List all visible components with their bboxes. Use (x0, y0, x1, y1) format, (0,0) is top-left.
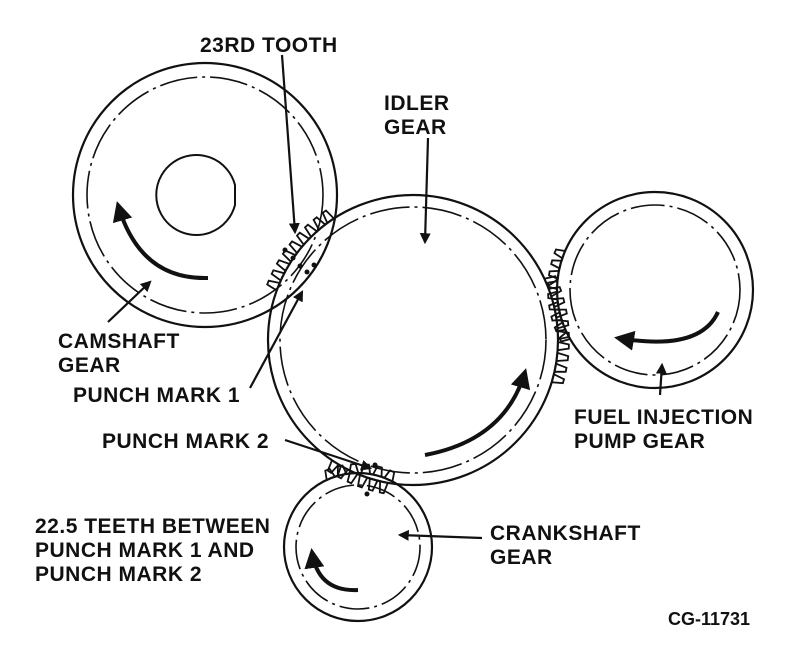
camshaft-leader (107, 280, 152, 323)
leader-arrows (107, 54, 667, 541)
punch-mark-dot (364, 491, 370, 497)
idler-leader (419, 137, 431, 245)
label-line: PUNCH MARK 2 (35, 563, 203, 586)
punch-mark-dot (282, 247, 288, 253)
crankshaft-leader (397, 529, 483, 541)
punch-mark-dot (297, 263, 303, 269)
punch-mark-1-leader (249, 290, 304, 389)
camshaft-rotation-arrow (112, 201, 209, 281)
punch-mark-2-label: PUNCH MARK 2 (102, 430, 269, 454)
gear-tooth-profile (547, 248, 571, 343)
pump-leader (655, 362, 667, 396)
crankshaft-rotation-arrow (304, 548, 359, 593)
label-line: 23RD TOOTH (200, 34, 338, 57)
crankshaft-gear-label: CRANKSHAFT GEAR (490, 522, 641, 570)
punch-marks (282, 247, 378, 497)
camshaft-gear-label: CAMSHAFT GEAR (58, 330, 180, 378)
figure-id: CG-11731 (668, 607, 750, 631)
punch-mark-dot (304, 269, 310, 275)
punch-mark-dot (372, 462, 378, 468)
fuel-injection-pump-gear (547, 190, 755, 390)
punch-mark-1-label: PUNCH MARK 1 (73, 384, 240, 408)
label-line: GEAR (58, 354, 121, 377)
gear-tooth-profile (266, 209, 337, 292)
label-line: PUMP GEAR (574, 430, 706, 453)
idler-gear-label: IDLER GEAR (384, 92, 450, 140)
gear-tooth-profile (324, 463, 396, 484)
punch-mark-dot (290, 255, 296, 261)
label-line: GEAR (490, 546, 553, 569)
teeth-between-label: 22.5 TEETH BETWEEN PUNCH MARK 1 AND PUNC… (35, 515, 270, 587)
label-line: PUNCH MARK 2 (102, 430, 270, 453)
label-line: GEAR (384, 116, 447, 139)
camshaft-hub (155, 154, 236, 236)
idler-gear (266, 193, 570, 495)
label-line: 22.5 TEETH BETWEEN (35, 515, 271, 538)
label-line: CG-11731 (668, 609, 751, 629)
crankshaft-gear-teeth (324, 463, 396, 484)
label-line: CRANKSHAFT (490, 522, 641, 545)
idler-rotation-arrow (424, 368, 531, 457)
tooth-23rd-leader (280, 54, 300, 235)
label-line: PUNCH MARK 1 (73, 384, 241, 407)
fuel-injection-pump-gear-label: FUEL INJECTION PUMP GEAR (574, 406, 753, 454)
tooth-23rd-label: 23RD TOOTH (200, 34, 338, 58)
pump-gear-teeth (547, 248, 571, 343)
label-line: FUEL INJECTION (574, 406, 754, 429)
label-line: IDLER (384, 92, 450, 115)
camshaft-gear (71, 61, 339, 329)
label-line: CAMSHAFT (58, 330, 180, 353)
crankshaft-gear (282, 463, 434, 623)
punch-mark-dot (311, 262, 317, 268)
pump-rotation-arrow (614, 311, 720, 351)
label-line: PUNCH MARK 1 AND (35, 539, 255, 562)
punch-mark-2-leader (284, 438, 373, 471)
